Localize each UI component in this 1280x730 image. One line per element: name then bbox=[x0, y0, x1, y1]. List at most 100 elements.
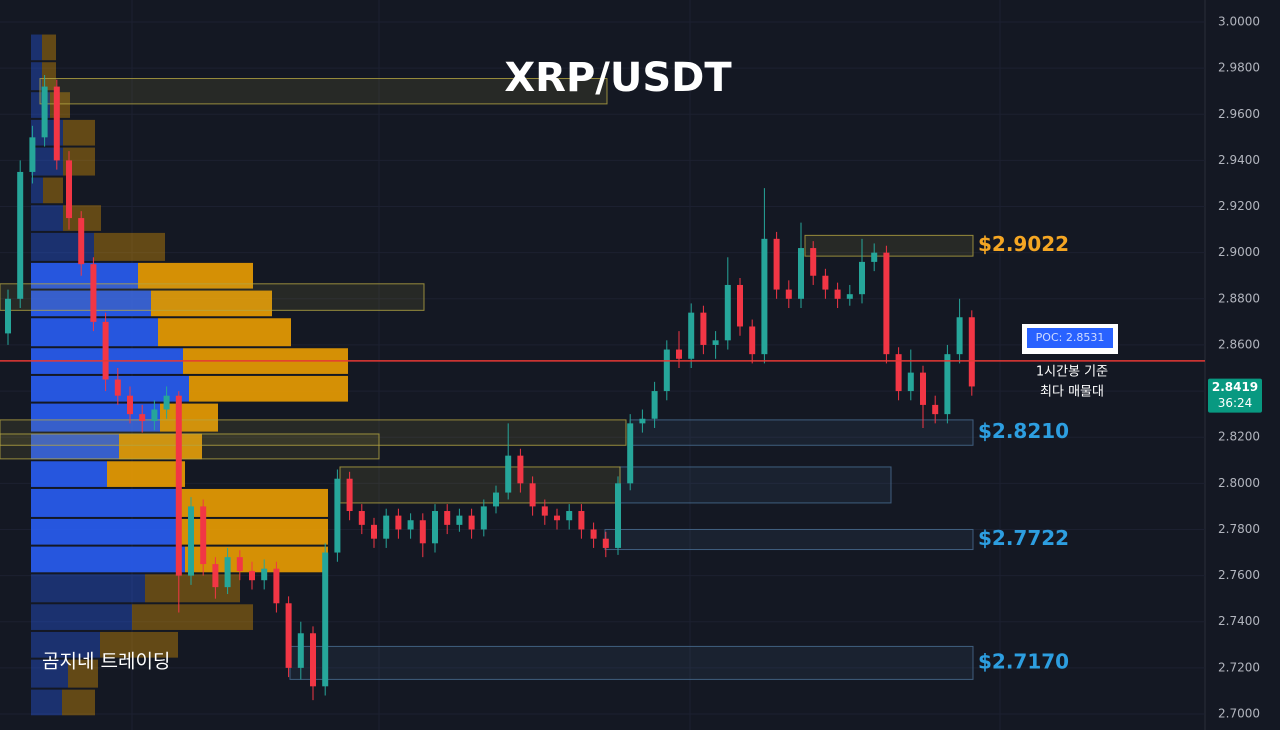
candle-body bbox=[627, 423, 634, 484]
candle-body bbox=[724, 284, 731, 341]
zone-box bbox=[619, 466, 892, 504]
candle-body bbox=[785, 289, 792, 299]
candle-body bbox=[5, 298, 11, 334]
profile-sell bbox=[63, 119, 95, 146]
candle-body bbox=[322, 552, 329, 687]
profile-buy bbox=[31, 375, 189, 402]
candle-body bbox=[297, 633, 304, 668]
y-tick-label: 2.7200 bbox=[1218, 660, 1260, 674]
profile-sell bbox=[151, 290, 272, 317]
candle-body bbox=[114, 379, 121, 396]
candle-body bbox=[968, 317, 975, 387]
profile-sell bbox=[160, 403, 218, 432]
candle-body bbox=[956, 317, 963, 355]
candle-body bbox=[78, 218, 85, 265]
candle-body bbox=[822, 275, 829, 290]
profile-buy bbox=[31, 318, 158, 347]
candle-body bbox=[859, 261, 865, 295]
y-tick-label: 2.7000 bbox=[1218, 707, 1260, 721]
candle-body bbox=[688, 312, 695, 359]
candle-body bbox=[212, 564, 219, 588]
profile-sell bbox=[189, 375, 348, 402]
candle-body bbox=[639, 418, 646, 424]
zone-label: $2.7722 bbox=[978, 526, 1069, 550]
candle-body bbox=[395, 515, 402, 530]
candle-body bbox=[407, 520, 414, 530]
candle-body bbox=[139, 414, 146, 422]
candle-body bbox=[932, 404, 939, 415]
profile-sell bbox=[185, 546, 328, 573]
profile-sell bbox=[42, 62, 56, 91]
candle-body bbox=[102, 321, 109, 380]
candle-body bbox=[273, 568, 280, 604]
y-tick-label: 2.8800 bbox=[1218, 291, 1260, 305]
y-tick-label: 2.8200 bbox=[1218, 430, 1260, 444]
candle-body bbox=[663, 349, 670, 392]
y-tick-label: 2.8600 bbox=[1218, 337, 1260, 351]
y-tick-label: 2.9000 bbox=[1218, 245, 1260, 259]
candle-body bbox=[761, 238, 768, 355]
profile-buy bbox=[31, 205, 63, 231]
candle-body bbox=[810, 248, 817, 276]
profile-buy bbox=[31, 518, 178, 545]
candle-body bbox=[737, 284, 743, 327]
annotation: 1시간봉 기준 bbox=[1036, 365, 1108, 380]
profile-buy bbox=[31, 62, 42, 91]
candle-body bbox=[615, 483, 621, 548]
candle-body bbox=[883, 252, 890, 355]
profile-buy bbox=[31, 232, 94, 261]
candle-body bbox=[346, 478, 353, 512]
candle-body bbox=[676, 349, 682, 359]
candle-body bbox=[712, 340, 719, 345]
poc-label: POC: 2.8531 bbox=[1036, 331, 1105, 344]
candle-body bbox=[53, 86, 60, 161]
candle-body bbox=[700, 312, 707, 345]
candle-body bbox=[66, 160, 72, 219]
y-tick-label: 3.0000 bbox=[1218, 15, 1260, 29]
profile-sell bbox=[68, 659, 98, 688]
candle-body bbox=[456, 515, 463, 525]
candle-body bbox=[529, 483, 536, 507]
candle-body bbox=[602, 538, 609, 548]
zone-box bbox=[0, 283, 425, 311]
candle-body bbox=[383, 515, 390, 539]
candle-body bbox=[834, 289, 841, 299]
candle-body bbox=[773, 238, 780, 290]
candle-body bbox=[590, 529, 597, 539]
candle-body bbox=[493, 492, 499, 507]
y-tick-label: 2.7600 bbox=[1218, 568, 1260, 582]
candle-body bbox=[944, 354, 951, 415]
profile-buy bbox=[31, 34, 42, 61]
zone-box bbox=[39, 78, 608, 105]
profile-buy bbox=[31, 546, 185, 573]
profile-buy bbox=[31, 604, 132, 630]
candle-body bbox=[554, 515, 560, 521]
y-tick-label: 2.9200 bbox=[1218, 199, 1260, 213]
candle-body bbox=[261, 568, 268, 581]
y-tick-label: 2.8000 bbox=[1218, 476, 1260, 490]
profile-buy bbox=[31, 488, 178, 517]
candle-body bbox=[798, 248, 804, 299]
zone-label: $2.8210 bbox=[978, 419, 1069, 443]
y-tick-label: 2.9600 bbox=[1218, 107, 1260, 121]
zone-box bbox=[0, 419, 627, 446]
profile-buy bbox=[31, 403, 160, 432]
countdown: 36:24 bbox=[1218, 396, 1253, 410]
poc-label-bg bbox=[1027, 328, 1113, 348]
candle-body bbox=[236, 557, 243, 571]
last-price: 2.8419 bbox=[1212, 380, 1258, 394]
chart-title: XRP/USDT bbox=[504, 55, 732, 101]
candle-body bbox=[249, 570, 255, 581]
candle-body bbox=[907, 372, 914, 392]
profile-buy bbox=[31, 574, 145, 603]
profile-sell bbox=[42, 34, 56, 61]
candle-body bbox=[163, 395, 170, 410]
zone-box bbox=[339, 466, 621, 504]
profile-buy bbox=[31, 631, 100, 658]
last-price-tag bbox=[1208, 378, 1262, 413]
profile-sell bbox=[62, 689, 95, 716]
candle-body bbox=[871, 252, 878, 262]
candle-body bbox=[151, 409, 158, 422]
candle-body bbox=[444, 511, 451, 525]
profile-buy bbox=[31, 433, 119, 460]
